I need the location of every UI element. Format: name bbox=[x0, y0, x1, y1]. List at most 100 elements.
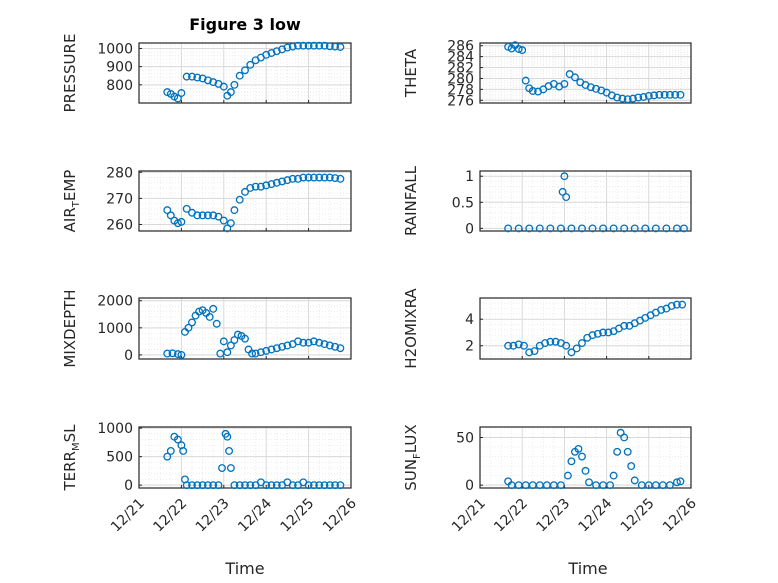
data-point bbox=[230, 481, 239, 490]
data-point bbox=[278, 342, 287, 351]
y-axis-label-subscript: T bbox=[71, 200, 82, 208]
x-tick-label: 12/26 bbox=[660, 495, 700, 535]
subplot-1: 800 900 1000 PRESSURE bbox=[61, 34, 352, 113]
data-point bbox=[525, 348, 534, 357]
x-tick-label: 12/23 bbox=[193, 496, 233, 536]
data-point bbox=[613, 93, 622, 102]
y-tick-label: 0.5 bbox=[452, 195, 474, 211]
data-point bbox=[203, 211, 212, 220]
data-point bbox=[216, 349, 225, 358]
axes-box bbox=[138, 170, 352, 232]
data-point bbox=[288, 481, 297, 490]
data-point bbox=[246, 60, 255, 69]
data-point bbox=[209, 481, 218, 490]
data-point bbox=[288, 42, 297, 51]
data-point bbox=[166, 446, 175, 455]
y-axis-label: PRESSURE bbox=[61, 34, 79, 113]
y-axis-label: THETA bbox=[402, 48, 420, 98]
data-point bbox=[528, 87, 537, 95]
data-point bbox=[599, 328, 608, 337]
data-point bbox=[331, 174, 340, 182]
axes-box bbox=[479, 297, 692, 360]
data-point bbox=[299, 338, 308, 347]
y-tick-label: 0 bbox=[124, 478, 133, 494]
data-point bbox=[235, 71, 244, 80]
data-point bbox=[278, 45, 287, 54]
data-point bbox=[609, 471, 618, 480]
subplot-8: 0 50 12/21 12/22 12/23 12/24 12/25 12/26 SUNFLUX bbox=[402, 424, 700, 535]
data-point bbox=[173, 94, 182, 103]
data-point bbox=[639, 93, 648, 101]
data-point bbox=[320, 481, 329, 490]
data-point bbox=[634, 93, 643, 102]
data-point bbox=[574, 444, 583, 453]
data-point bbox=[320, 41, 329, 50]
data-point bbox=[233, 330, 242, 339]
data-point bbox=[248, 349, 257, 358]
data-point bbox=[315, 338, 324, 347]
data-point bbox=[509, 341, 518, 350]
data-point bbox=[304, 481, 313, 490]
data-point bbox=[283, 176, 292, 185]
data-point bbox=[241, 481, 249, 490]
data-point bbox=[219, 216, 228, 225]
axes-box bbox=[138, 42, 352, 104]
data-point bbox=[556, 224, 565, 233]
data-point bbox=[599, 224, 608, 233]
data-point bbox=[514, 224, 523, 233]
data-point bbox=[546, 224, 555, 233]
data-point bbox=[251, 349, 260, 358]
data-point bbox=[246, 481, 255, 490]
data-point bbox=[676, 477, 685, 486]
data-point bbox=[644, 91, 653, 100]
data-point bbox=[188, 72, 196, 81]
data-point bbox=[226, 464, 235, 472]
data-point bbox=[309, 481, 318, 490]
data-point bbox=[283, 341, 292, 350]
data-point bbox=[235, 195, 244, 204]
y-tick-label: 282 bbox=[447, 61, 474, 77]
data-point bbox=[567, 224, 576, 233]
data-point bbox=[535, 224, 544, 233]
data-point bbox=[525, 224, 534, 233]
data-point bbox=[520, 341, 528, 350]
data-point bbox=[546, 337, 555, 346]
data-point bbox=[320, 340, 329, 349]
data-point bbox=[560, 79, 569, 88]
data-point bbox=[251, 182, 260, 191]
data-point bbox=[680, 224, 688, 233]
data-point bbox=[572, 344, 581, 353]
y-axis-label-part: EMP bbox=[61, 170, 79, 201]
data-point bbox=[563, 471, 572, 480]
data-point bbox=[504, 224, 513, 233]
x-tick-label: 12/25 bbox=[278, 496, 318, 536]
y-tick-label: 0 bbox=[465, 478, 474, 494]
data-point bbox=[241, 66, 249, 75]
data-point bbox=[613, 447, 622, 456]
data-point bbox=[198, 481, 207, 490]
data-point bbox=[581, 466, 590, 475]
data-point bbox=[262, 481, 271, 490]
data-point bbox=[299, 41, 308, 50]
y-tick-label: 260 bbox=[106, 217, 133, 233]
y-axis-label: MIXDEPTH bbox=[61, 289, 79, 367]
data-point bbox=[182, 481, 191, 490]
data-point bbox=[182, 204, 191, 213]
data-point bbox=[662, 224, 671, 233]
data-point bbox=[230, 206, 239, 215]
y-tick-label: 50 bbox=[456, 430, 474, 446]
data-point bbox=[331, 481, 340, 490]
x-axis-label-left: Time bbox=[224, 559, 264, 578]
data-point bbox=[641, 224, 650, 233]
data-point bbox=[588, 224, 597, 233]
data-point bbox=[278, 177, 287, 186]
data-point bbox=[288, 174, 297, 183]
data-point bbox=[655, 90, 664, 99]
data-point bbox=[315, 173, 324, 182]
data-point bbox=[530, 347, 539, 355]
data-point bbox=[163, 349, 172, 358]
data-point bbox=[604, 328, 613, 337]
data-point bbox=[315, 481, 324, 490]
data-point bbox=[173, 435, 182, 444]
